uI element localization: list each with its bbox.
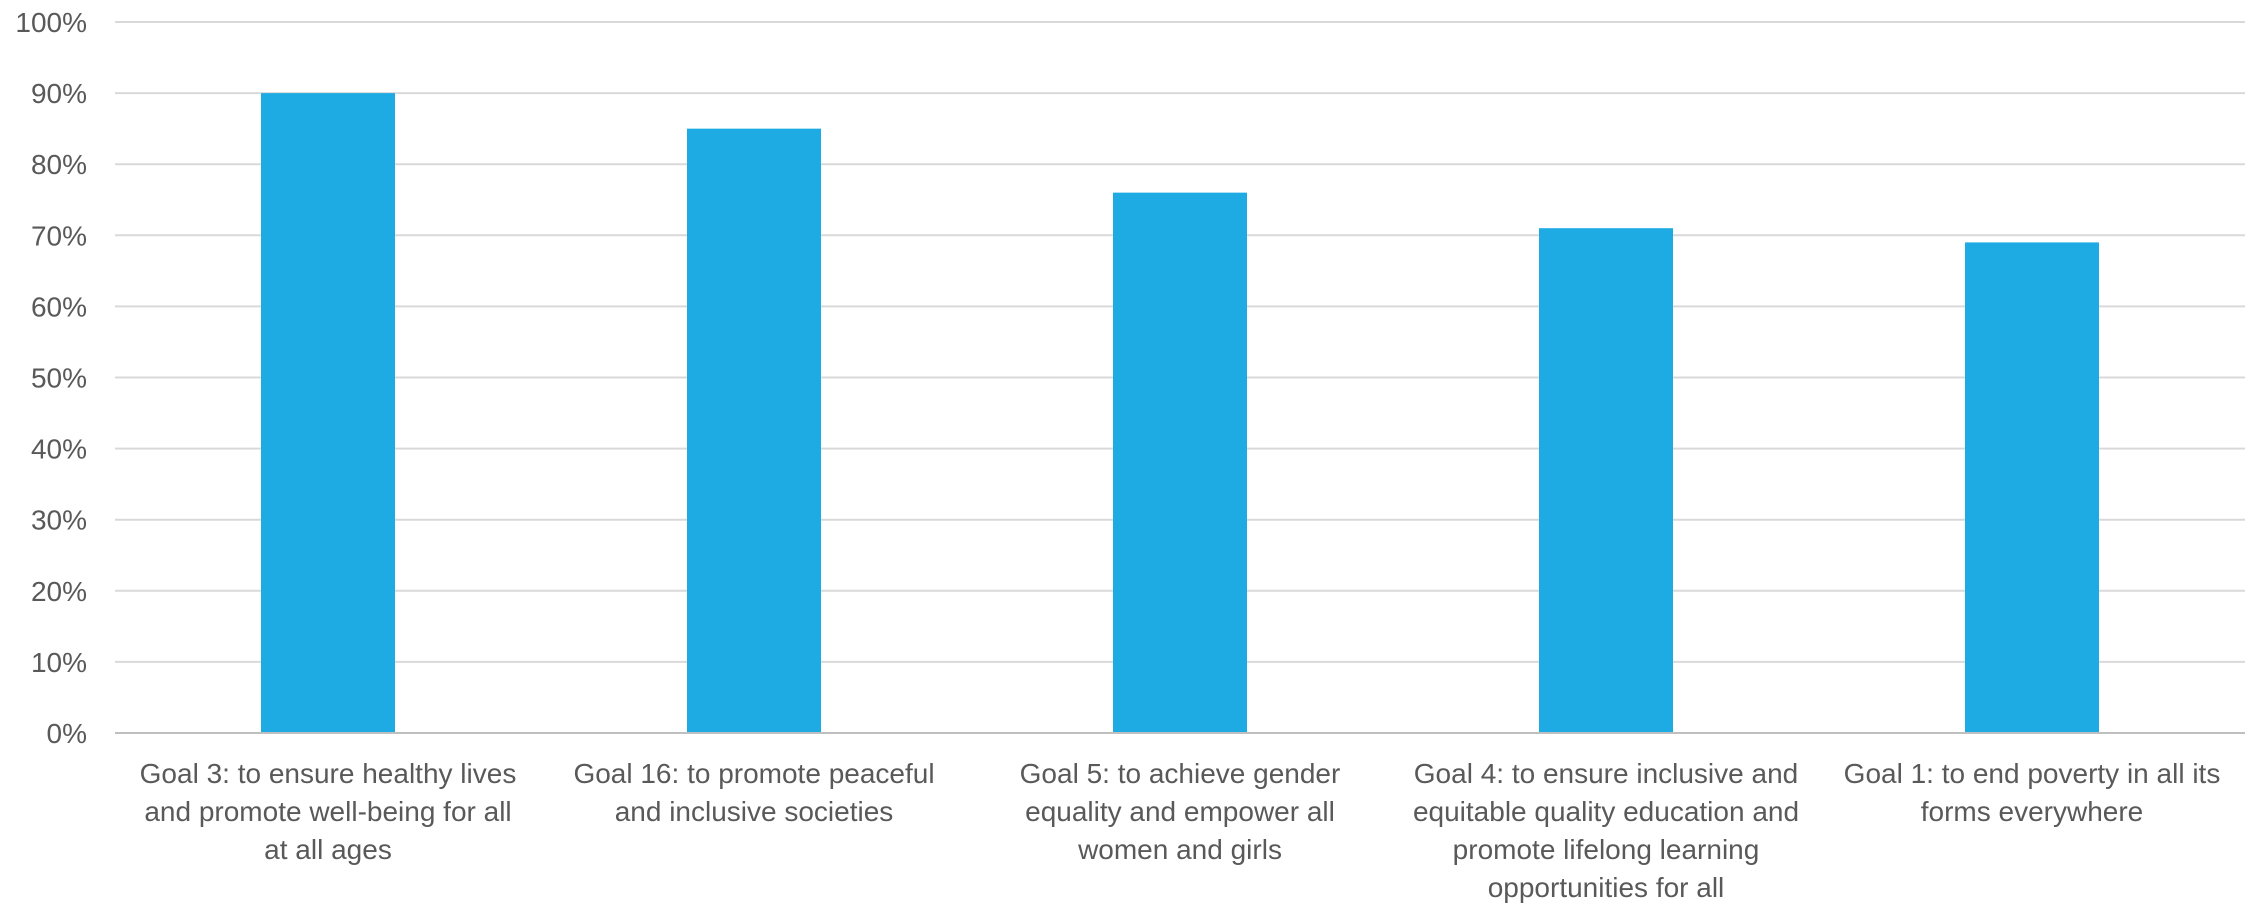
x-category-label-line: at all ages <box>264 834 392 865</box>
x-category-label-line: Goal 16: to promote peaceful <box>573 758 934 789</box>
x-category-label: Goal 3: to ensure healthy lives and promo… <box>140 758 517 865</box>
y-tick-label: 100% <box>15 7 87 38</box>
x-category-label-line: Goal 4: to ensure inclusive and <box>1414 758 1798 789</box>
bar <box>1965 242 2099 733</box>
x-axis-labels: Goal 3: to ensure healthy lives and promo… <box>140 758 2221 903</box>
bar <box>1113 192 1247 733</box>
y-tick-label: 0% <box>47 718 87 749</box>
y-tick-label: 90% <box>31 78 87 109</box>
y-tick-label: 10% <box>31 647 87 678</box>
bars <box>261 93 2099 734</box>
bar <box>1539 228 1673 733</box>
x-category-label-line: Goal 3: to ensure healthy lives <box>140 758 517 789</box>
y-axis-ticks: 0% 10% 20% 30% 40% 50% 60% 70% 80% 90% 100% <box>15 7 87 749</box>
y-tick-label: 40% <box>31 434 87 465</box>
x-category-label-line: forms everywhere <box>1921 796 2144 827</box>
bar <box>261 93 395 734</box>
x-category-label-line: and inclusive societies <box>615 796 894 827</box>
x-category-label-line: opportunities for all <box>1488 872 1725 903</box>
x-category-label: Goal 1: to end poverty in all its forms e… <box>1844 758 2221 827</box>
x-category-label-line: Goal 5: to achieve gender <box>1020 758 1341 789</box>
x-category-label: Goal 5: to achieve gender equality and em… <box>1020 758 1341 865</box>
x-category-label-line: equality and empower all <box>1025 796 1335 827</box>
y-tick-label: 30% <box>31 505 87 536</box>
x-category-label: Goal 4: to ensure inclusive and equitable… <box>1413 758 1799 903</box>
x-category-label: Goal 16: to promote peaceful and inclusiv… <box>573 758 934 827</box>
x-category-label-line: and promote well-being for all <box>144 796 511 827</box>
x-category-label-line: Goal 1: to end poverty in all its <box>1844 758 2221 789</box>
y-tick-label: 50% <box>31 363 87 394</box>
y-tick-label: 70% <box>31 220 87 251</box>
y-tick-label: 80% <box>31 149 87 180</box>
y-tick-label: 60% <box>31 291 87 322</box>
x-category-label-line: promote lifelong learning <box>1453 834 1760 865</box>
y-tick-label: 20% <box>31 576 87 607</box>
x-category-label-line: women and girls <box>1077 834 1282 865</box>
x-category-label-line: equitable quality education and <box>1413 796 1799 827</box>
bar <box>687 128 821 733</box>
